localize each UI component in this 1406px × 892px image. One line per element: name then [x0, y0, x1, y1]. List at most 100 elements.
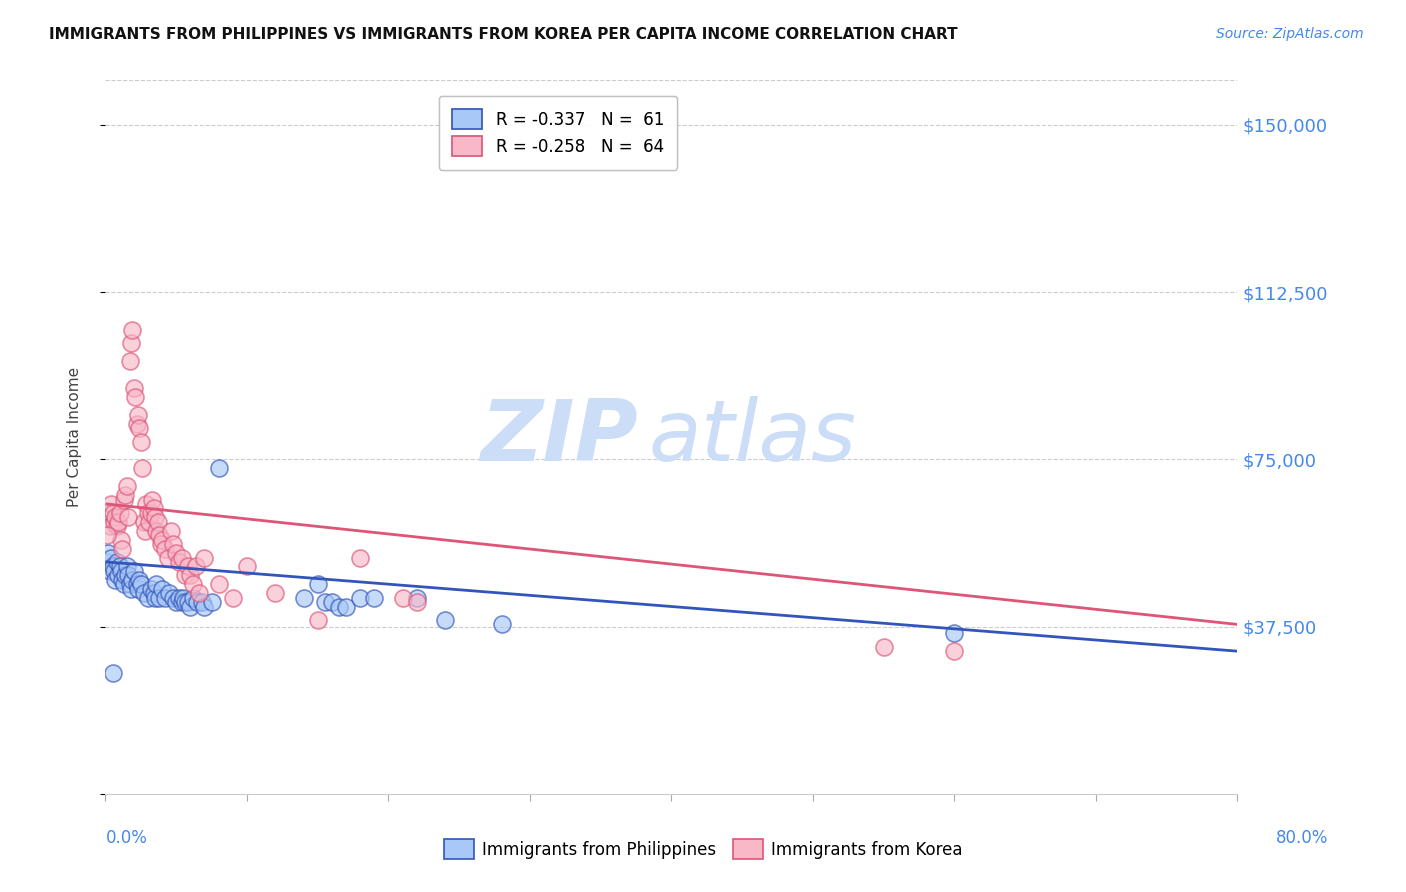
- Point: [136, 506, 159, 520]
- Point: [132, 515, 155, 529]
- Point: [111, 541, 134, 556]
- Point: [150, 533, 173, 547]
- Point: [172, 591, 194, 605]
- Point: [159, 524, 181, 538]
- Point: [314, 595, 336, 609]
- Text: 80.0%: 80.0%: [1277, 829, 1329, 847]
- Point: [943, 644, 966, 658]
- Point: [208, 461, 231, 475]
- Text: IMMIGRANTS FROM PHILIPPINES VS IMMIGRANTS FROM KOREA PER CAPITA INCOME CORRELATI: IMMIGRANTS FROM PHILIPPINES VS IMMIGRANT…: [49, 27, 957, 42]
- Point: [307, 577, 329, 591]
- Point: [143, 510, 166, 524]
- Point: [170, 595, 193, 609]
- Point: [184, 559, 207, 574]
- Point: [491, 617, 513, 632]
- Point: [101, 559, 124, 574]
- Point: [120, 336, 142, 351]
- Point: [165, 595, 187, 609]
- Point: [236, 559, 259, 574]
- Point: [124, 390, 146, 404]
- Point: [405, 591, 427, 605]
- Point: [433, 613, 456, 627]
- Point: [264, 586, 287, 600]
- Point: [170, 550, 193, 565]
- Point: [943, 626, 966, 640]
- Point: [101, 506, 124, 520]
- Text: atlas: atlas: [648, 395, 856, 479]
- Point: [391, 591, 413, 605]
- Point: [145, 577, 167, 591]
- Point: [349, 550, 371, 565]
- Point: [200, 595, 222, 609]
- Point: [187, 586, 209, 600]
- Point: [156, 550, 179, 565]
- Point: [127, 582, 149, 596]
- Legend: R = -0.337   N =  61, R = -0.258   N =  64: R = -0.337 N = 61, R = -0.258 N = 64: [439, 95, 678, 169]
- Text: Source: ZipAtlas.com: Source: ZipAtlas.com: [1216, 27, 1364, 41]
- Point: [132, 586, 155, 600]
- Point: [134, 524, 156, 538]
- Point: [167, 591, 190, 605]
- Point: [100, 497, 122, 511]
- Point: [176, 559, 198, 574]
- Point: [335, 599, 357, 614]
- Point: [117, 568, 139, 582]
- Point: [103, 515, 125, 529]
- Point: [112, 577, 135, 591]
- Point: [121, 573, 143, 587]
- Point: [222, 591, 245, 605]
- Point: [114, 568, 136, 582]
- Point: [150, 582, 173, 596]
- Point: [321, 595, 343, 609]
- Point: [129, 577, 152, 591]
- Text: 0.0%: 0.0%: [105, 829, 148, 847]
- Point: [142, 586, 165, 600]
- Point: [173, 595, 195, 609]
- Point: [141, 492, 163, 507]
- Point: [135, 497, 157, 511]
- Point: [181, 591, 204, 605]
- Point: [112, 492, 135, 507]
- Point: [139, 506, 162, 520]
- Point: [118, 577, 141, 591]
- Point: [107, 515, 129, 529]
- Point: [138, 515, 160, 529]
- Point: [97, 506, 120, 520]
- Point: [167, 555, 190, 569]
- Point: [100, 550, 122, 565]
- Point: [162, 591, 184, 605]
- Point: [165, 546, 187, 560]
- Point: [145, 524, 167, 538]
- Point: [208, 577, 231, 591]
- Point: [405, 595, 427, 609]
- Point: [125, 577, 148, 591]
- Point: [143, 591, 166, 605]
- Point: [122, 564, 145, 578]
- Point: [149, 537, 172, 551]
- Point: [115, 479, 138, 493]
- Legend: Immigrants from Philippines, Immigrants from Korea: Immigrants from Philippines, Immigrants …: [436, 830, 970, 868]
- Point: [103, 564, 125, 578]
- Point: [104, 510, 127, 524]
- Point: [105, 519, 128, 533]
- Point: [146, 515, 169, 529]
- Point: [328, 599, 350, 614]
- Text: ZIP: ZIP: [479, 395, 637, 479]
- Point: [173, 568, 195, 582]
- Point: [96, 528, 118, 542]
- Point: [181, 577, 204, 591]
- Point: [153, 591, 176, 605]
- Point: [186, 595, 208, 609]
- Point: [157, 586, 180, 600]
- Point: [125, 417, 148, 431]
- Point: [114, 488, 136, 502]
- Point: [179, 568, 201, 582]
- Point: [349, 591, 371, 605]
- Point: [363, 591, 385, 605]
- Point: [117, 510, 139, 524]
- Y-axis label: Per Capita Income: Per Capita Income: [67, 367, 82, 508]
- Point: [139, 582, 162, 596]
- Point: [120, 582, 142, 596]
- Point: [136, 591, 159, 605]
- Point: [193, 550, 215, 565]
